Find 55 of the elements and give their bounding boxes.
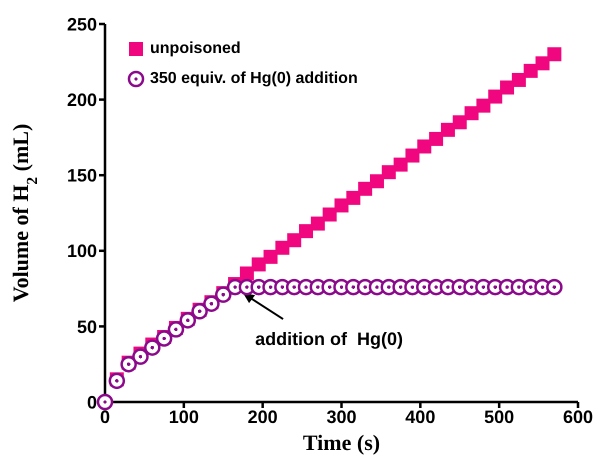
point	[488, 90, 502, 104]
point	[215, 286, 232, 303]
point	[132, 348, 149, 365]
point	[144, 339, 161, 356]
point	[346, 190, 360, 205]
y-tick-label: 150	[66, 166, 97, 186]
x-tick-label: 200	[248, 406, 278, 427]
point	[108, 372, 126, 390]
point	[191, 303, 208, 320]
x-tick-label: 0	[100, 406, 110, 427]
point	[264, 250, 278, 264]
point	[524, 64, 538, 78]
point	[322, 208, 337, 222]
y-tick-label: 100	[66, 241, 97, 262]
point	[382, 165, 396, 180]
legend-label: unpoisoned	[150, 40, 241, 58]
x-tick-label: 100	[168, 406, 199, 427]
y-tick-label: 50	[76, 316, 97, 337]
y-tick-label: 0	[86, 392, 97, 412]
x-tick-label: 600	[562, 406, 594, 427]
x-tick-label: 300	[326, 406, 357, 427]
point	[96, 394, 114, 410]
point	[394, 158, 408, 172]
point	[546, 278, 563, 296]
point	[168, 321, 184, 338]
point	[370, 174, 384, 188]
y-tick-label: 200	[66, 90, 97, 110]
x-tick-label: 500	[484, 406, 514, 427]
point	[429, 132, 444, 146]
point	[500, 80, 514, 95]
point	[358, 182, 372, 196]
point	[203, 295, 220, 312]
point	[512, 72, 526, 87]
legend-label: 350 equiv. of Hg(0) addition	[150, 70, 358, 88]
point	[120, 356, 137, 372]
point	[180, 312, 196, 329]
point	[547, 47, 562, 62]
point	[405, 148, 420, 163]
point	[440, 122, 455, 137]
x-axis-title: Time (s)	[302, 430, 380, 455]
point	[156, 330, 172, 347]
x-tick-label: 400	[405, 406, 436, 427]
point	[287, 233, 302, 248]
point	[310, 216, 325, 231]
point	[452, 115, 467, 130]
point	[299, 224, 314, 238]
point	[275, 240, 290, 255]
annotation: addition of Hg(0)	[255, 329, 404, 350]
point	[464, 106, 479, 120]
point	[536, 56, 550, 70]
point	[476, 98, 490, 113]
point	[252, 257, 266, 272]
point	[334, 198, 348, 212]
point	[417, 139, 432, 154]
y-tick-label: 250	[66, 14, 97, 34]
